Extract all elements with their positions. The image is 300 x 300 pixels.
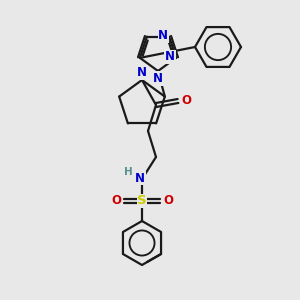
Text: S: S [137,194,147,208]
Text: N: N [158,29,168,42]
Text: O: O [163,194,173,208]
Text: N: N [165,50,175,63]
Text: O: O [181,94,191,107]
Text: N: N [135,172,145,184]
Text: H: H [124,167,133,177]
Text: O: O [111,194,121,208]
Text: N: N [153,72,163,85]
Text: N: N [137,66,147,79]
